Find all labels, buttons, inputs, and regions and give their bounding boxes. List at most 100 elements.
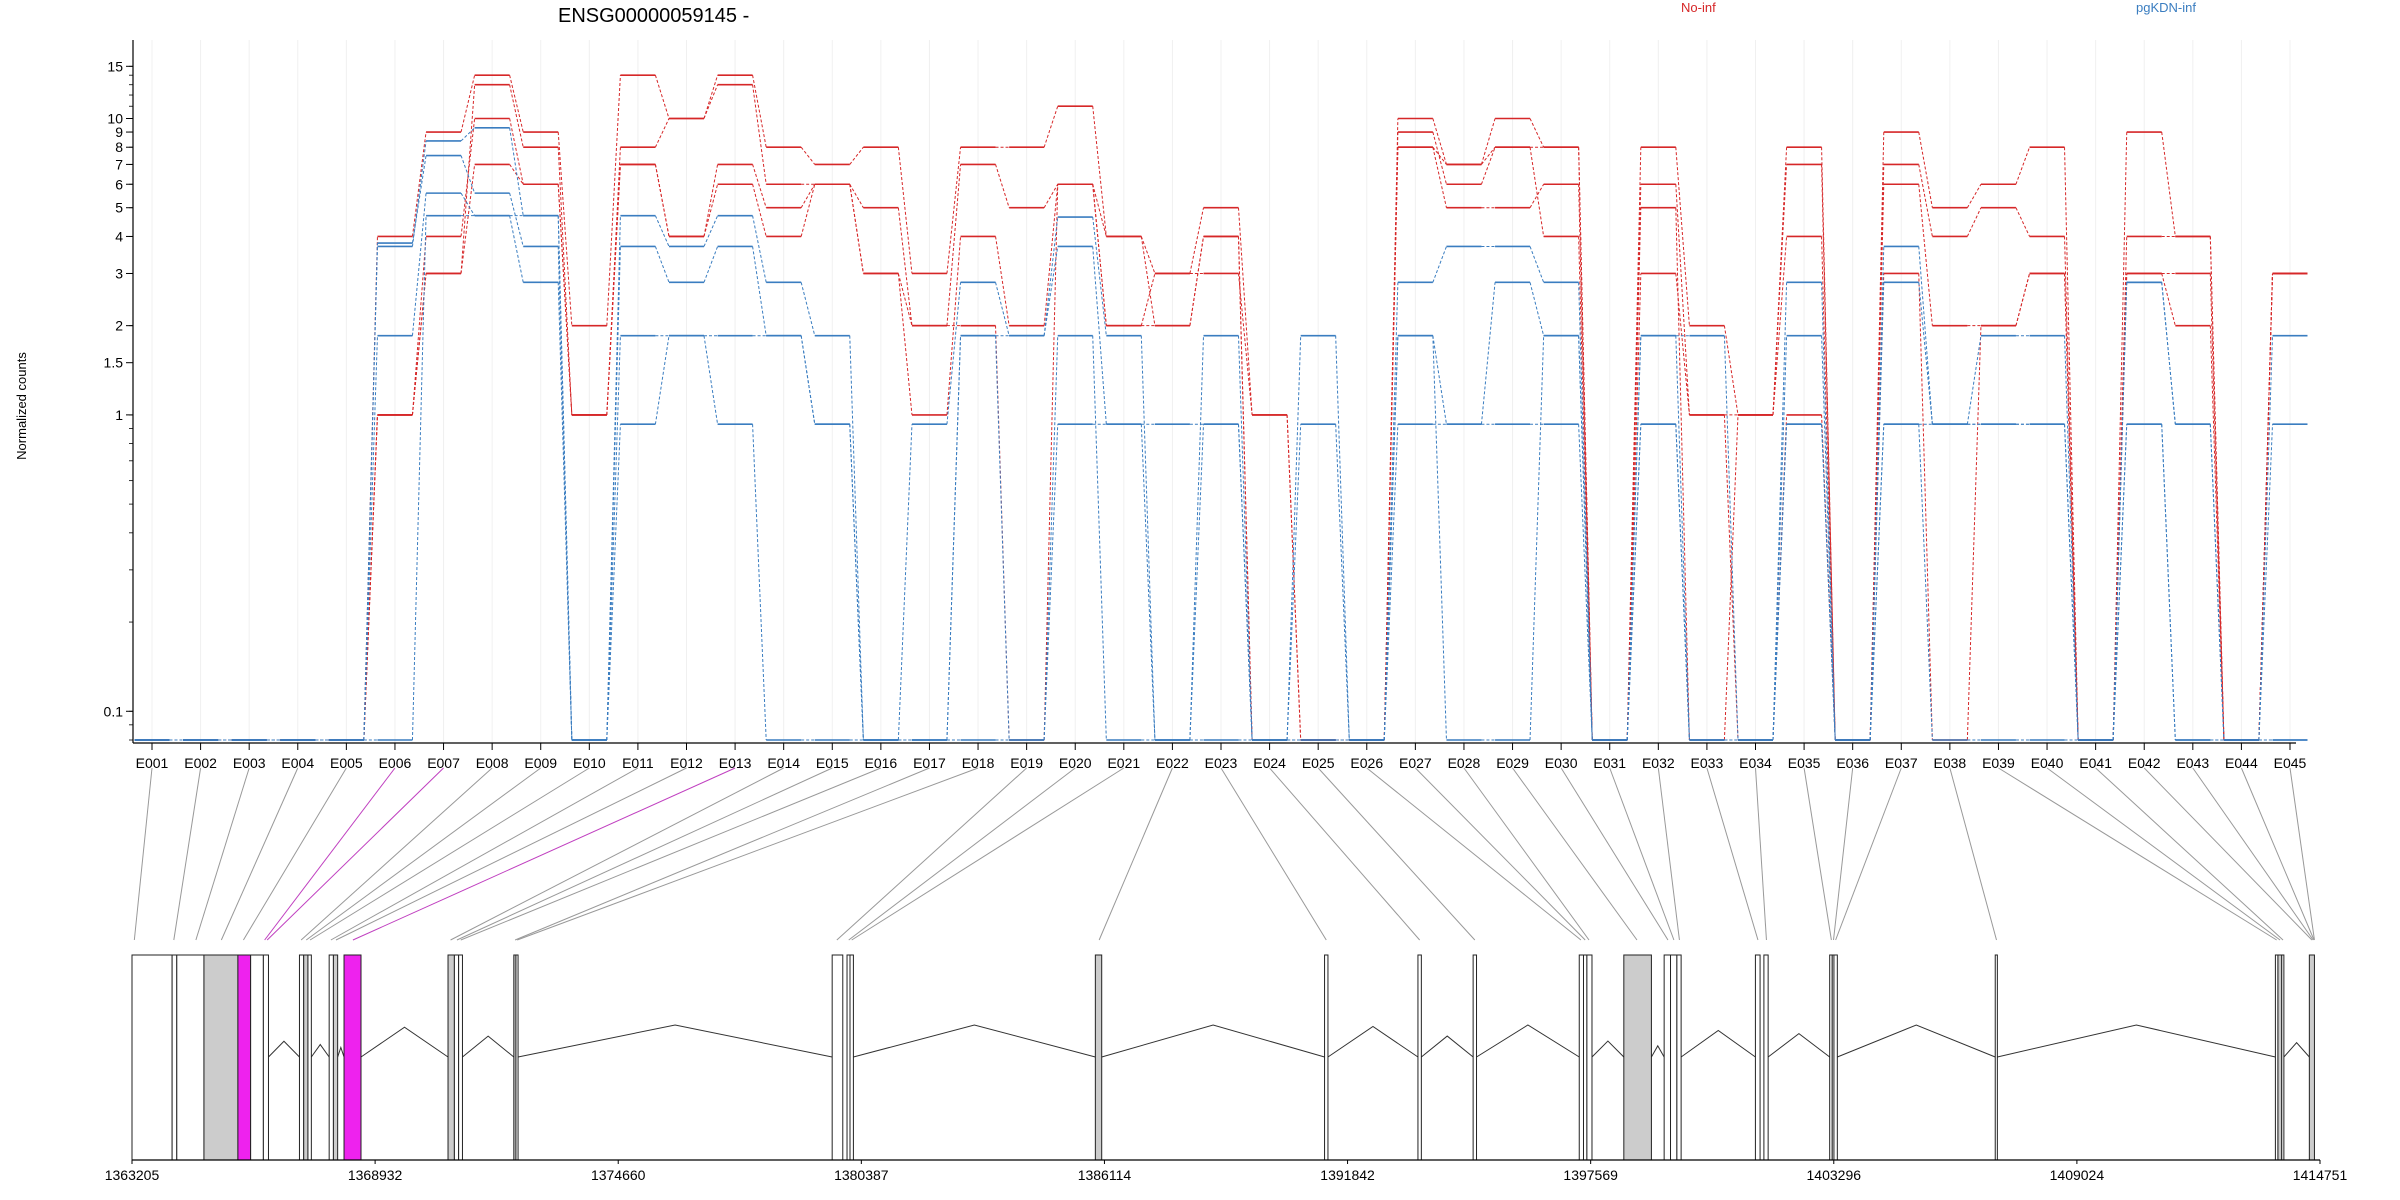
connector-e043: [2192, 767, 2314, 941]
exon-block-3: [203, 954, 239, 1161]
x-tick-label-e031: E031: [1593, 755, 1626, 771]
genome-tick-label-5: 1391842: [1320, 1167, 1375, 1183]
x-tick-label-e024: E024: [1253, 755, 1286, 771]
series-2-connector-e036: [1869, 184, 1885, 741]
series-1-connector-e019: [1043, 184, 1059, 208]
exon-block-36: [1833, 954, 1838, 1161]
exon-block-13: [447, 954, 455, 1161]
connector-e017: [514, 767, 930, 941]
x-tick-label-e009: E009: [524, 755, 557, 771]
series-1-connector-e028: [1480, 147, 1496, 185]
series-0-connector-e011: [654, 75, 670, 119]
series-6-connector-e008: [509, 215, 524, 283]
x-tick-label-e034: E034: [1739, 755, 1772, 771]
series-1-connector-e016: [897, 207, 913, 326]
x-tick-label-e015: E015: [816, 755, 849, 771]
series-7-connector-e026: [1383, 335, 1399, 741]
series-3-connector-e009: [557, 184, 573, 415]
exon-block-11: [332, 954, 339, 1161]
series-3-connector-e019: [1043, 184, 1059, 741]
series-5-connector-e033: [1723, 335, 1739, 741]
connector-e024: [1269, 767, 1421, 941]
x-tick-label-e043: E043: [2176, 755, 2209, 771]
series-0-connector-e040: [2064, 147, 2079, 741]
connector-e031: [1609, 767, 1675, 941]
intron: [310, 1043, 330, 1058]
x-tick-label-e028: E028: [1448, 755, 1481, 771]
y-tick-label-3: 2: [115, 318, 123, 334]
x-tick-label-e027: E027: [1399, 755, 1432, 771]
series-1-connector-e008: [509, 84, 524, 148]
series-2-connector-e018: [995, 236, 1010, 326]
intron: [517, 1024, 833, 1058]
series-5-connector-e031: [1626, 335, 1642, 741]
gene-model-track: 1363205 1368932 1374660 1380387 1386114 13918…: [105, 954, 2348, 1183]
series-3-connector-e038: [1966, 325, 1982, 741]
connector-e037: [1835, 767, 1902, 941]
genome-tick-label-8: 1409024: [2050, 1167, 2105, 1183]
connector-e044: [2240, 767, 2315, 941]
connector-e041: [2095, 767, 2284, 941]
exon-block-8: [303, 954, 309, 1161]
x-tick-label-e016: E016: [865, 755, 898, 771]
x-tick-label-e006: E006: [379, 755, 412, 771]
series-5-connector-e024: [1286, 424, 1302, 741]
x-tick-label-e035: E035: [1788, 755, 1821, 771]
connector-e014: [450, 767, 784, 941]
connector-e042: [2143, 767, 2313, 941]
series-5-connector-e008: [509, 193, 524, 247]
series-3-connector-e042: [2161, 273, 2176, 326]
series-2-connector-e008: [509, 118, 524, 185]
series-5-connector-e019: [1043, 246, 1059, 336]
exon-block-7: [298, 954, 305, 1161]
series-2-connector-e023: [1237, 273, 1253, 415]
series-7-connector-e018: [995, 335, 1010, 741]
intron: [1767, 1032, 1830, 1058]
series-0-connector-e021: [1140, 236, 1156, 274]
series-0-connector-e039: [2015, 147, 2031, 185]
y-tick-label-2: 1.5: [104, 355, 124, 371]
legend-label-pgkdn-inf: pgKDN-inf: [2136, 0, 2196, 15]
plot-gridlines: [151, 40, 2291, 743]
series-5-connector-e005: [363, 243, 378, 741]
series-5-connector-e025: [1335, 424, 1350, 741]
x-tick-label-e002: E002: [184, 755, 217, 771]
exon-block-21: [1094, 954, 1103, 1161]
series-2-connector-e016: [897, 273, 913, 415]
exon-block-15: [458, 954, 463, 1161]
series-2-connector-e029: [1529, 184, 1545, 208]
connector-e032: [1657, 767, 1680, 941]
series-6-connector-e030: [1578, 424, 1593, 741]
series-0-connector-e023: [1237, 207, 1253, 415]
y-tick-label-6: 5: [115, 200, 123, 216]
x-tick-label-e042: E042: [2128, 755, 2161, 771]
exon-block-39: [2277, 954, 2283, 1161]
connector-e022: [1098, 767, 1173, 941]
y-tick-label-1: 1: [115, 407, 123, 423]
series-4-connector-e041: [2112, 282, 2128, 741]
intron: [337, 1045, 345, 1058]
series-6-connector-e022: [1189, 424, 1205, 741]
series-0-connector-e017: [946, 147, 962, 274]
genome-tick-label-3: 1380387: [834, 1167, 889, 1183]
series-7-connector-e019: [1043, 335, 1059, 741]
series-7-connector-e042: [2161, 424, 2176, 741]
genome-tick-label-9: 1414751: [2293, 1167, 2348, 1183]
x-tick-label-e044: E044: [2225, 755, 2258, 771]
connector-e029: [1512, 767, 1638, 941]
x-tick-label-e041: E041: [2079, 755, 2112, 771]
connector-e034: [1755, 767, 1767, 941]
series-2-connector-e014: [800, 184, 816, 208]
x-tick-label-e001: E001: [136, 755, 169, 771]
intron: [1837, 1024, 1996, 1058]
series-3-connector-e037: [1918, 273, 1933, 741]
series-7-connector-e029: [1529, 335, 1545, 741]
series-4-connector-e019: [1043, 217, 1059, 336]
series-0-connector-e029: [1529, 118, 1545, 148]
series-6-connector-e040: [2064, 424, 2079, 741]
series-7-connector-e009: [557, 215, 573, 741]
series-2-connector-e019: [1043, 184, 1059, 326]
series-3-connector-e027: [1432, 146, 1447, 165]
y-tick-label-8: 7: [115, 156, 123, 172]
